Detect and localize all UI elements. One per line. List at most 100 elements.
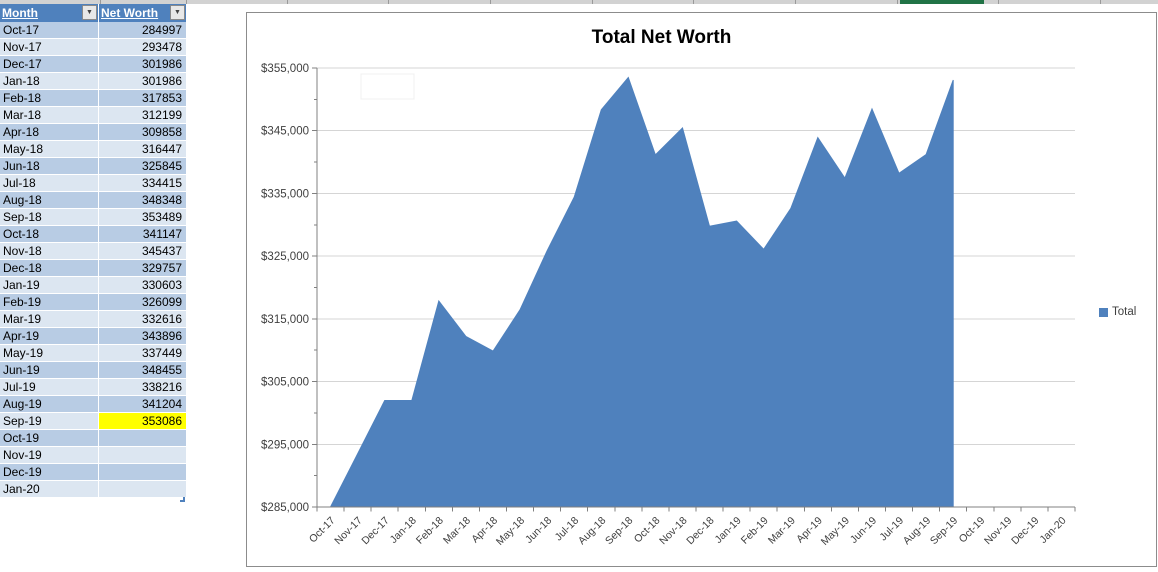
month-cell[interactable]: Nov-19: [0, 447, 99, 463]
net-worth-cell[interactable]: 312199: [99, 107, 186, 123]
x-tick-label: Mar-18: [441, 515, 473, 547]
month-cell[interactable]: Apr-18: [0, 124, 99, 140]
net-worth-cell[interactable]: 341147: [99, 226, 186, 242]
table-row: Mar-19 332616: [0, 311, 186, 328]
month-cell[interactable]: May-18: [0, 141, 99, 157]
month-cell[interactable]: Jun-18: [0, 158, 99, 174]
month-cell[interactable]: Sep-18: [0, 209, 99, 225]
month-cell[interactable]: Jun-19: [0, 362, 99, 378]
month-cell[interactable]: Apr-19: [0, 328, 99, 344]
net-worth-cell[interactable]: 353086: [99, 413, 186, 429]
y-tick-label: $325,000: [261, 251, 309, 263]
net-worth-cell[interactable]: 301986: [99, 73, 186, 89]
net-worth-cell[interactable]: 345437: [99, 243, 186, 259]
month-cell[interactable]: May-19: [0, 345, 99, 361]
chart[interactable]: Total Net Worth $285,000 $295,000 $305,000…: [246, 12, 1157, 567]
x-tick-label: Nov-18: [657, 515, 690, 548]
table-row: Sep-18 353489: [0, 209, 186, 226]
table-row: Nov-18 345437: [0, 243, 186, 260]
table-row: Dec-18 329757: [0, 260, 186, 277]
column-header-net-worth[interactable]: Net Worth ▼: [99, 4, 186, 22]
y-tick-label: $315,000: [261, 314, 309, 326]
x-tick-label: May-19: [819, 515, 852, 548]
net-worth-cell[interactable]: 341204: [99, 396, 186, 412]
table-row: May-19 337449: [0, 345, 186, 362]
net-worth-cell[interactable]: 326099: [99, 294, 186, 310]
month-cell[interactable]: Oct-19: [0, 430, 99, 446]
month-cell[interactable]: Aug-18: [0, 192, 99, 208]
column-divider: [490, 0, 491, 4]
net-worth-cell[interactable]: 338216: [99, 379, 186, 395]
x-tick-label: Dec-19: [1009, 515, 1042, 548]
redraw-artifact: [360, 73, 415, 100]
net-worth-cell[interactable]: [99, 447, 186, 463]
column-divider: [388, 0, 389, 4]
table-row: Aug-19 341204: [0, 396, 186, 413]
net-worth-cell[interactable]: 309858: [99, 124, 186, 140]
table-row: Jan-18 301986: [0, 73, 186, 90]
net-worth-cell[interactable]: 334415: [99, 175, 186, 191]
net-worth-cell[interactable]: [99, 481, 186, 497]
month-cell[interactable]: Jul-19: [0, 379, 99, 395]
month-cell[interactable]: Dec-19: [0, 464, 99, 480]
column-divider: [287, 0, 288, 4]
x-tick-label: Jan-20: [1037, 515, 1068, 546]
month-cell[interactable]: Oct-18: [0, 226, 99, 242]
data-table: Month ▼ Net Worth ▼ Oct-17 284997 Nov-17 29…: [0, 4, 186, 502]
month-cell[interactable]: Mar-19: [0, 311, 99, 327]
net-worth-cell[interactable]: 353489: [99, 209, 186, 225]
month-cell[interactable]: Jul-18: [0, 175, 99, 191]
month-cell[interactable]: Dec-17: [0, 56, 99, 72]
month-cell[interactable]: Aug-19: [0, 396, 99, 412]
filter-dropdown-month[interactable]: ▼: [82, 5, 97, 20]
x-tick-label: Feb-18: [414, 515, 446, 547]
x-tick-label: Dec-18: [684, 515, 717, 548]
table-row: Feb-18 317853: [0, 90, 186, 107]
month-cell[interactable]: Sep-19: [0, 413, 99, 429]
net-worth-cell[interactable]: 293478: [99, 39, 186, 55]
net-worth-cell[interactable]: 317853: [99, 90, 186, 106]
net-worth-cell[interactable]: 301986: [99, 56, 186, 72]
y-tick-label: $335,000: [261, 188, 309, 200]
filter-arrow-icon: ▼: [86, 9, 93, 16]
x-tick-label: Aug-18: [576, 515, 609, 548]
net-worth-cell[interactable]: 343896: [99, 328, 186, 344]
month-cell[interactable]: Nov-17: [0, 39, 99, 55]
month-cell[interactable]: Mar-18: [0, 107, 99, 123]
net-worth-cell[interactable]: 348455: [99, 362, 186, 378]
column-header-month[interactable]: Month ▼: [0, 4, 99, 22]
month-cell[interactable]: Nov-18: [0, 243, 99, 259]
x-tick-label: Sep-18: [603, 515, 636, 548]
table-row: Aug-18 348348: [0, 192, 186, 209]
month-cell[interactable]: Jan-19: [0, 277, 99, 293]
net-worth-cell[interactable]: 330603: [99, 277, 186, 293]
column-divider: [592, 0, 593, 4]
legend[interactable]: Total: [1099, 306, 1136, 318]
table-row: Jul-18 334415: [0, 175, 186, 192]
table-row: Oct-19: [0, 430, 186, 447]
month-cell[interactable]: Oct-17: [0, 22, 99, 38]
column-divider: [1100, 0, 1101, 4]
x-tick-label: Jan-19: [713, 515, 744, 546]
month-cell[interactable]: Feb-19: [0, 294, 99, 310]
net-worth-cell[interactable]: 348348: [99, 192, 186, 208]
x-tick-label: May-18: [494, 515, 527, 548]
table-row: Oct-17 284997: [0, 22, 186, 39]
net-worth-cell[interactable]: 332616: [99, 311, 186, 327]
net-worth-cell[interactable]: 316447: [99, 141, 186, 157]
month-cell[interactable]: Dec-18: [0, 260, 99, 276]
y-tick-label: $305,000: [261, 377, 309, 389]
column-headers-strip: [0, 0, 1158, 4]
net-worth-cell[interactable]: 325845: [99, 158, 186, 174]
filter-dropdown-net-worth[interactable]: ▼: [170, 5, 185, 20]
net-worth-cell[interactable]: 329757: [99, 260, 186, 276]
table-resize-handle[interactable]: [180, 497, 185, 502]
column-divider: [897, 0, 898, 4]
month-cell[interactable]: Jan-18: [0, 73, 99, 89]
month-cell[interactable]: Feb-18: [0, 90, 99, 106]
month-cell[interactable]: Jan-20: [0, 481, 99, 497]
net-worth-cell[interactable]: [99, 464, 186, 480]
net-worth-cell[interactable]: [99, 430, 186, 446]
net-worth-cell[interactable]: 284997: [99, 22, 186, 38]
net-worth-cell[interactable]: 337449: [99, 345, 186, 361]
